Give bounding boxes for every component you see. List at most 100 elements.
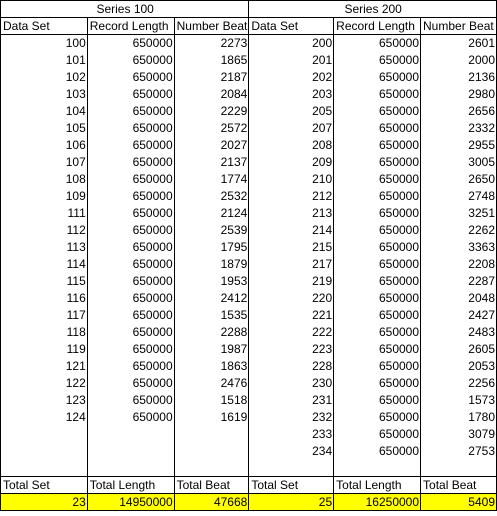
cell-number-beat-200[interactable]: 2287: [420, 272, 497, 290]
cell-number-beat-200[interactable]: 2650: [420, 170, 497, 188]
cell-number-beat-100[interactable]: 2476: [173, 374, 250, 392]
cell-number-beat-200[interactable]: 2605: [420, 340, 497, 358]
cell-data-set-100[interactable]: 122: [0, 374, 88, 392]
cell-record-length-100[interactable]: 650000: [86, 255, 175, 273]
cell-number-beat-200[interactable]: 2208: [420, 255, 497, 273]
cell-data-set-200[interactable]: 234: [248, 442, 335, 460]
cell-record-length-200[interactable]: 650000: [333, 170, 422, 188]
cell-data-set-200[interactable]: 212: [248, 187, 335, 205]
cell-data-set-100[interactable]: 124: [0, 408, 88, 426]
cell-data-set-100[interactable]: 102: [0, 68, 88, 86]
cell-record-length-100[interactable]: 650000: [86, 119, 175, 137]
total-beat-value-100[interactable]: 47668: [173, 493, 250, 511]
header-record-length-100[interactable]: Record Length: [86, 17, 175, 35]
cell-number-beat-100[interactable]: 1795: [173, 238, 250, 256]
cell-number-beat-100[interactable]: 2273: [173, 34, 250, 52]
series-100-title[interactable]: Series 100: [0, 0, 250, 18]
total-length-value-200[interactable]: 16250000: [333, 493, 422, 511]
cell-data-set-100[interactable]: 117: [0, 306, 88, 324]
cell-data-set-100[interactable]: 101: [0, 51, 88, 69]
cell-record-length-200[interactable]: 650000: [333, 289, 422, 307]
total-set-label-100[interactable]: Total Set: [0, 476, 88, 494]
total-beat-label-100[interactable]: Total Beat: [173, 476, 250, 494]
cell-data-set-100[interactable]: 106: [0, 136, 88, 154]
cell-number-beat-100[interactable]: [173, 442, 250, 460]
cell-record-length-100[interactable]: 650000: [86, 306, 175, 324]
cell-data-set-100[interactable]: 113: [0, 238, 88, 256]
cell-number-beat-200[interactable]: 1780: [420, 408, 497, 426]
cell-number-beat-200[interactable]: 2136: [420, 68, 497, 86]
cell-number-beat-200[interactable]: 2332: [420, 119, 497, 137]
cell-record-length-200[interactable]: 650000: [333, 357, 422, 375]
cell-number-beat-200[interactable]: 1573: [420, 391, 497, 409]
cell-number-beat-200[interactable]: 2748: [420, 187, 497, 205]
cell-data-set-100[interactable]: 100: [0, 34, 88, 52]
cell-record-length-200[interactable]: 650000: [333, 68, 422, 86]
cell-record-length-200[interactable]: 650000: [333, 119, 422, 137]
header-number-beat-100[interactable]: Number Beat: [173, 17, 250, 35]
cell-record-length-200[interactable]: 650000: [333, 187, 422, 205]
cell-record-length-200[interactable]: 650000: [333, 374, 422, 392]
total-length-label-100[interactable]: Total Length: [86, 476, 175, 494]
total-length-label-200[interactable]: Total Length: [333, 476, 422, 494]
cell-number-beat-100[interactable]: 2084: [173, 85, 250, 103]
cell-number-beat-200[interactable]: 2427: [420, 306, 497, 324]
cell-data-set-200[interactable]: 201: [248, 51, 335, 69]
cell-number-beat-200[interactable]: 2980: [420, 85, 497, 103]
cell-data-set-200[interactable]: 231: [248, 391, 335, 409]
cell-data-set-200[interactable]: 228: [248, 357, 335, 375]
cell-data-set-200[interactable]: 214: [248, 221, 335, 239]
cell-data-set-100[interactable]: 105: [0, 119, 88, 137]
cell-number-beat-200[interactable]: 3079: [420, 425, 497, 443]
cell-data-set-200[interactable]: 219: [248, 272, 335, 290]
cell-number-beat-100[interactable]: 2288: [173, 323, 250, 341]
cell-record-length-100[interactable]: 650000: [86, 68, 175, 86]
total-set-label-200[interactable]: Total Set: [248, 476, 335, 494]
total-set-value-100[interactable]: 23: [0, 493, 88, 511]
cell-data-set-200[interactable]: 217: [248, 255, 335, 273]
cell-record-length-100[interactable]: 650000: [86, 408, 175, 426]
cell-record-length-200[interactable]: 650000: [333, 442, 422, 460]
cell-record-length-100[interactable]: [86, 442, 175, 460]
cell-number-beat-200[interactable]: 2262: [420, 221, 497, 239]
cell-number-beat-200[interactable]: 2753: [420, 442, 497, 460]
cell-number-beat-200[interactable]: 2601: [420, 34, 497, 52]
cell-number-beat-100[interactable]: 2539: [173, 221, 250, 239]
cell-number-beat-200[interactable]: 2053: [420, 357, 497, 375]
cell-record-length-100[interactable]: 650000: [86, 391, 175, 409]
cell-data-set-200[interactable]: 207: [248, 119, 335, 137]
total-beat-label-200[interactable]: Total Beat: [420, 476, 497, 494]
cell-record-length-200[interactable]: 650000: [333, 340, 422, 358]
cell-record-length-100[interactable]: 650000: [86, 153, 175, 171]
cell-number-beat-100[interactable]: 1774: [173, 170, 250, 188]
cell-number-beat-200[interactable]: 3363: [420, 238, 497, 256]
cell-record-length-100[interactable]: 650000: [86, 323, 175, 341]
cell-data-set-100[interactable]: 103: [0, 85, 88, 103]
cell-data-set-100[interactable]: 104: [0, 102, 88, 120]
cell-number-beat-100[interactable]: 2229: [173, 102, 250, 120]
cell-data-set-200[interactable]: 233: [248, 425, 335, 443]
cell-data-set-100[interactable]: 115: [0, 272, 88, 290]
cell-data-set-200[interactable]: 232: [248, 408, 335, 426]
cell-number-beat-100[interactable]: 1987: [173, 340, 250, 358]
cell-data-set-200[interactable]: 220: [248, 289, 335, 307]
cell-record-length-200[interactable]: 650000: [333, 153, 422, 171]
cell-record-length-100[interactable]: 650000: [86, 136, 175, 154]
cell-data-set-100[interactable]: 114: [0, 255, 88, 273]
cell-record-length-100[interactable]: 650000: [86, 340, 175, 358]
cell-record-length-100[interactable]: 650000: [86, 272, 175, 290]
cell-record-length-200[interactable]: 650000: [333, 408, 422, 426]
cell-number-beat-100[interactable]: 2027: [173, 136, 250, 154]
cell-record-length-100[interactable]: 650000: [86, 357, 175, 375]
cell-record-length-200[interactable]: 650000: [333, 272, 422, 290]
cell-record-length-200[interactable]: 650000: [333, 51, 422, 69]
cell-data-set-100[interactable]: [0, 425, 88, 443]
cell-number-beat-100[interactable]: 1518: [173, 391, 250, 409]
cell-record-length-100[interactable]: [86, 425, 175, 443]
cell-record-length-100[interactable]: 650000: [86, 170, 175, 188]
cell-number-beat-100[interactable]: 2137: [173, 153, 250, 171]
cell-record-length-200[interactable]: 650000: [333, 306, 422, 324]
cell-data-set-200[interactable]: 205: [248, 102, 335, 120]
cell-number-beat-100[interactable]: [173, 425, 250, 443]
cell-record-length-200[interactable]: 650000: [333, 85, 422, 103]
